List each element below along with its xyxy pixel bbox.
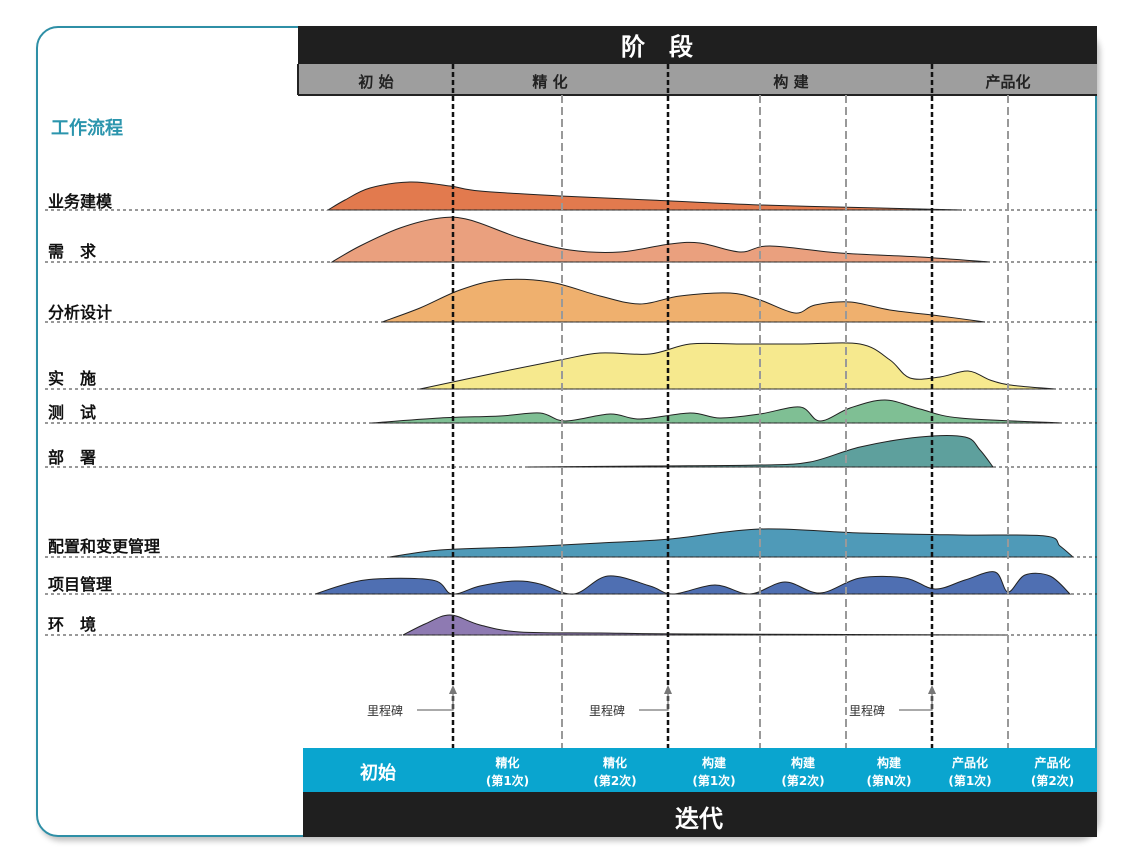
milestone-arrow: [899, 688, 933, 711]
iteration-label: 初始: [360, 762, 396, 784]
iteration-sublabel: (第2次): [781, 773, 824, 788]
iteration-sublabel: (第1次): [692, 773, 735, 788]
iteration-label: 精化: [495, 755, 519, 770]
workflow-label: 测 试: [48, 403, 96, 422]
phase-label-transition: 产品化: [985, 73, 1030, 91]
workflow-curve-6: [389, 528, 1075, 558]
workflow-curve-7: [314, 571, 1072, 595]
diagram-frame: [36, 26, 1097, 837]
workflow-curve-0: [326, 181, 963, 211]
iteration-sublabel: (第1次): [948, 773, 991, 788]
workflow-curve-1: [330, 216, 991, 263]
phase-label-inception: 初 始: [358, 73, 393, 91]
iteration-sublabel: (第N次): [866, 773, 911, 788]
milestone-arrowhead-icon: [449, 685, 457, 694]
iteration-label: 产品化: [1034, 755, 1070, 770]
milestone-arrow: [639, 688, 669, 711]
phase-label-elaboration: 精 化: [532, 73, 567, 91]
iteration-bar: [303, 748, 1097, 792]
iteration-sublabel: (第2次): [593, 773, 636, 788]
iteration-label: 精化: [603, 755, 627, 770]
workflow-curve-8: [402, 614, 1006, 636]
milestone-arrow: [417, 688, 454, 711]
phase-name-bar: [298, 64, 1097, 95]
workflow-label: 需 求: [48, 242, 97, 261]
milestone-label: 里程碑: [849, 703, 885, 718]
iteration-label: 构建: [877, 755, 902, 770]
iteration-footer-bar: [303, 792, 1097, 837]
milestone-label: 里程碑: [367, 703, 403, 718]
phase-header-title: 阶 段: [621, 33, 693, 61]
iteration-sublabel: (第2次): [1031, 773, 1074, 788]
workflow-curve-4: [371, 399, 1063, 424]
workflow-curve-2: [381, 278, 986, 323]
workflow-label: 配置和变更管理: [48, 537, 160, 556]
workflow-section-title: 工作流程: [51, 117, 123, 139]
phase-header-bar: [298, 26, 1097, 64]
milestone-arrowhead-icon: [928, 685, 936, 694]
workflow-label: 实 施: [48, 369, 96, 388]
workflow-label: 部 署: [48, 448, 96, 467]
workflow-curve-3: [419, 342, 1056, 390]
milestone-label: 里程碑: [589, 703, 625, 718]
workflow-label: 分析设计: [48, 303, 112, 322]
workflow-label: 业务建模: [48, 192, 113, 211]
iteration-label: 产品化: [952, 755, 988, 770]
iteration-label: 构建: [702, 755, 727, 770]
milestone-arrowhead-icon: [664, 685, 672, 694]
phase-label-construction: 构 建: [773, 73, 809, 91]
iteration-label: 构建: [791, 755, 816, 770]
iteration-footer-title: 迭代: [675, 805, 723, 833]
iteration-sublabel: (第1次): [486, 773, 529, 788]
workflow-label: 环 境: [48, 615, 96, 634]
workflow-label: 项目管理: [48, 575, 112, 594]
